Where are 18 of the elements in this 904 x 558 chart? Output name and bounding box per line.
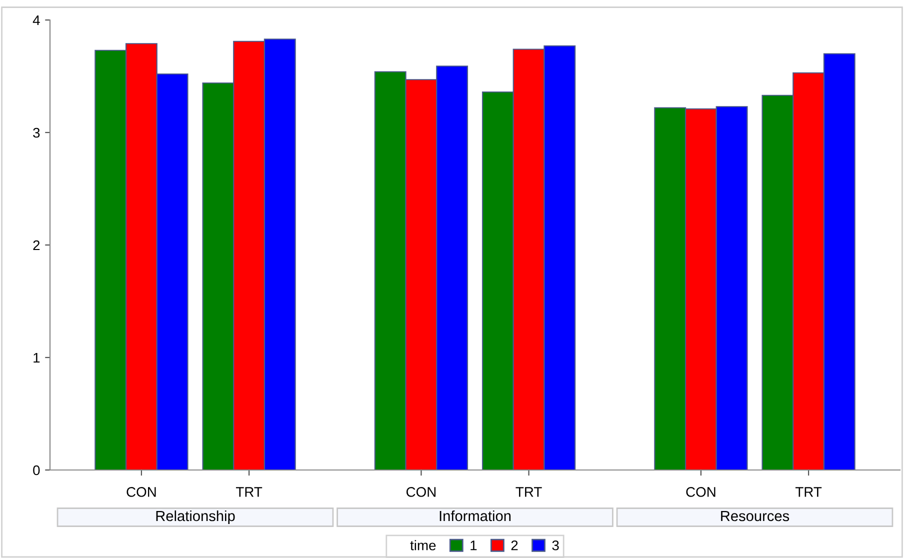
y-tick-label: 2 [33, 240, 40, 250]
legend-label: 3 [552, 540, 559, 550]
y-tick-label: 1 [34, 352, 40, 363]
y-tick-label: 0 [33, 465, 40, 476]
legend-title: time [410, 540, 436, 550]
text: Resources [721, 510, 790, 522]
text: Relationship [156, 510, 235, 524]
x-tick-label: CON [126, 487, 156, 497]
legend-label: 2 [511, 540, 518, 550]
x-tick-label: CON [406, 487, 436, 497]
x-tick-label: TRT [236, 487, 262, 497]
y-tick-label: 4 [32, 15, 40, 26]
text: Information [440, 510, 511, 522]
y-tick-label: 3 [33, 128, 40, 138]
x-tick-label: TRT [795, 487, 822, 497]
x-tick-label: CON [686, 487, 716, 497]
legend-label: 1 [470, 540, 477, 550]
x-tick-label: TRT [516, 487, 542, 497]
